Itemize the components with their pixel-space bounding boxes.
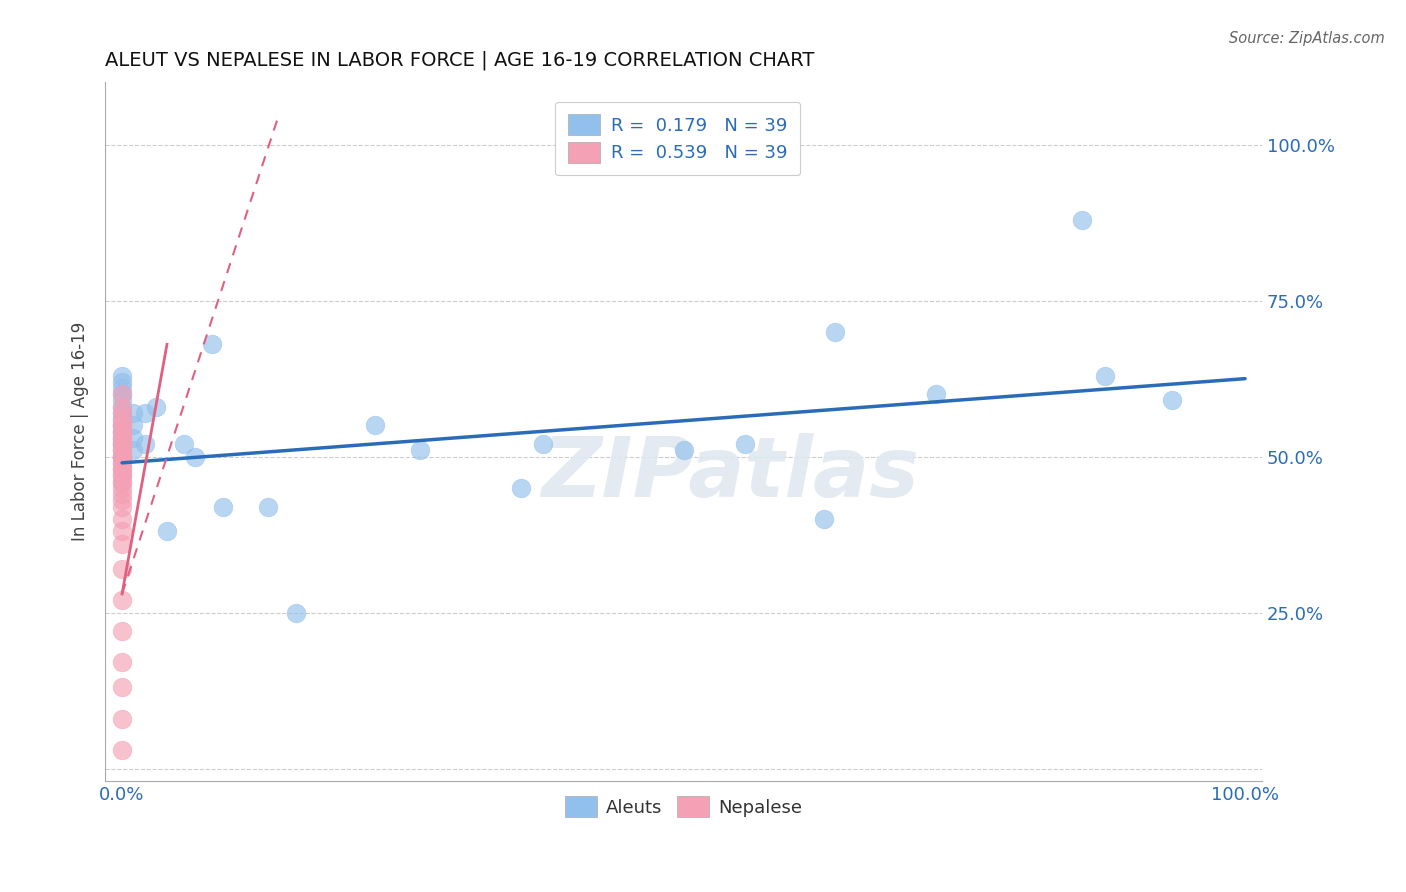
Point [111,475,134,489]
Point [111,562,134,576]
Point [111,456,134,470]
Point [111,524,134,539]
Point [111,681,134,695]
Point [201,337,224,351]
Point [364,418,387,433]
Point [111,468,134,483]
Point [111,425,134,439]
Point [111,456,134,470]
Point [734,437,756,451]
Y-axis label: In Labor Force | Age 16-19: In Labor Force | Age 16-19 [72,322,89,541]
Point [111,712,134,726]
Point [111,462,134,476]
Point [111,624,134,639]
Point [111,656,134,670]
Point [111,443,134,458]
Point [111,418,134,433]
Point [111,418,134,433]
Legend: Aleuts, Nepalese: Aleuts, Nepalese [557,789,810,824]
Point [122,406,145,420]
Point [122,418,145,433]
Point [285,606,308,620]
Point [111,462,134,476]
Point [111,512,134,526]
Point [672,443,695,458]
Point [111,450,134,464]
Point [1071,212,1094,227]
Point [531,437,554,451]
Point [824,325,846,339]
Point [111,443,134,458]
Point [111,450,134,464]
Point [184,450,207,464]
Point [111,406,134,420]
Point [122,443,145,458]
Point [111,481,134,495]
Point [111,375,134,389]
Point [111,393,134,408]
Point [111,500,134,514]
Point [111,743,134,757]
Point [111,493,134,508]
Point [111,437,134,451]
Point [509,481,531,495]
Point [156,524,179,539]
Point [111,412,134,426]
Point [134,437,156,451]
Point [1094,368,1116,383]
Point [134,406,156,420]
Point [111,450,134,464]
Point [111,400,134,414]
Point [1161,393,1184,408]
Point [257,500,280,514]
Point [111,381,134,395]
Point [408,443,430,458]
Point [111,437,134,451]
Point [111,593,134,607]
Text: ZIPatlas: ZIPatlas [541,434,918,514]
Point [111,431,134,445]
Point [111,437,134,451]
Point [111,425,134,439]
Point [111,487,134,501]
Point [111,450,134,464]
Point [111,431,134,445]
Point [111,412,134,426]
Point [111,475,134,489]
Point [173,437,195,451]
Point [212,500,235,514]
Point [111,468,134,483]
Point [813,512,835,526]
Point [111,425,134,439]
Point [145,400,167,414]
Point [111,387,134,401]
Point [111,537,134,551]
Point [111,387,134,401]
Point [111,368,134,383]
Text: Source: ZipAtlas.com: Source: ZipAtlas.com [1229,31,1385,46]
Point [111,400,134,414]
Point [111,431,134,445]
Point [925,387,948,401]
Point [111,406,134,420]
Point [122,431,145,445]
Point [111,418,134,433]
Text: ALEUT VS NEPALESE IN LABOR FORCE | AGE 16-19 CORRELATION CHART: ALEUT VS NEPALESE IN LABOR FORCE | AGE 1… [105,51,814,70]
